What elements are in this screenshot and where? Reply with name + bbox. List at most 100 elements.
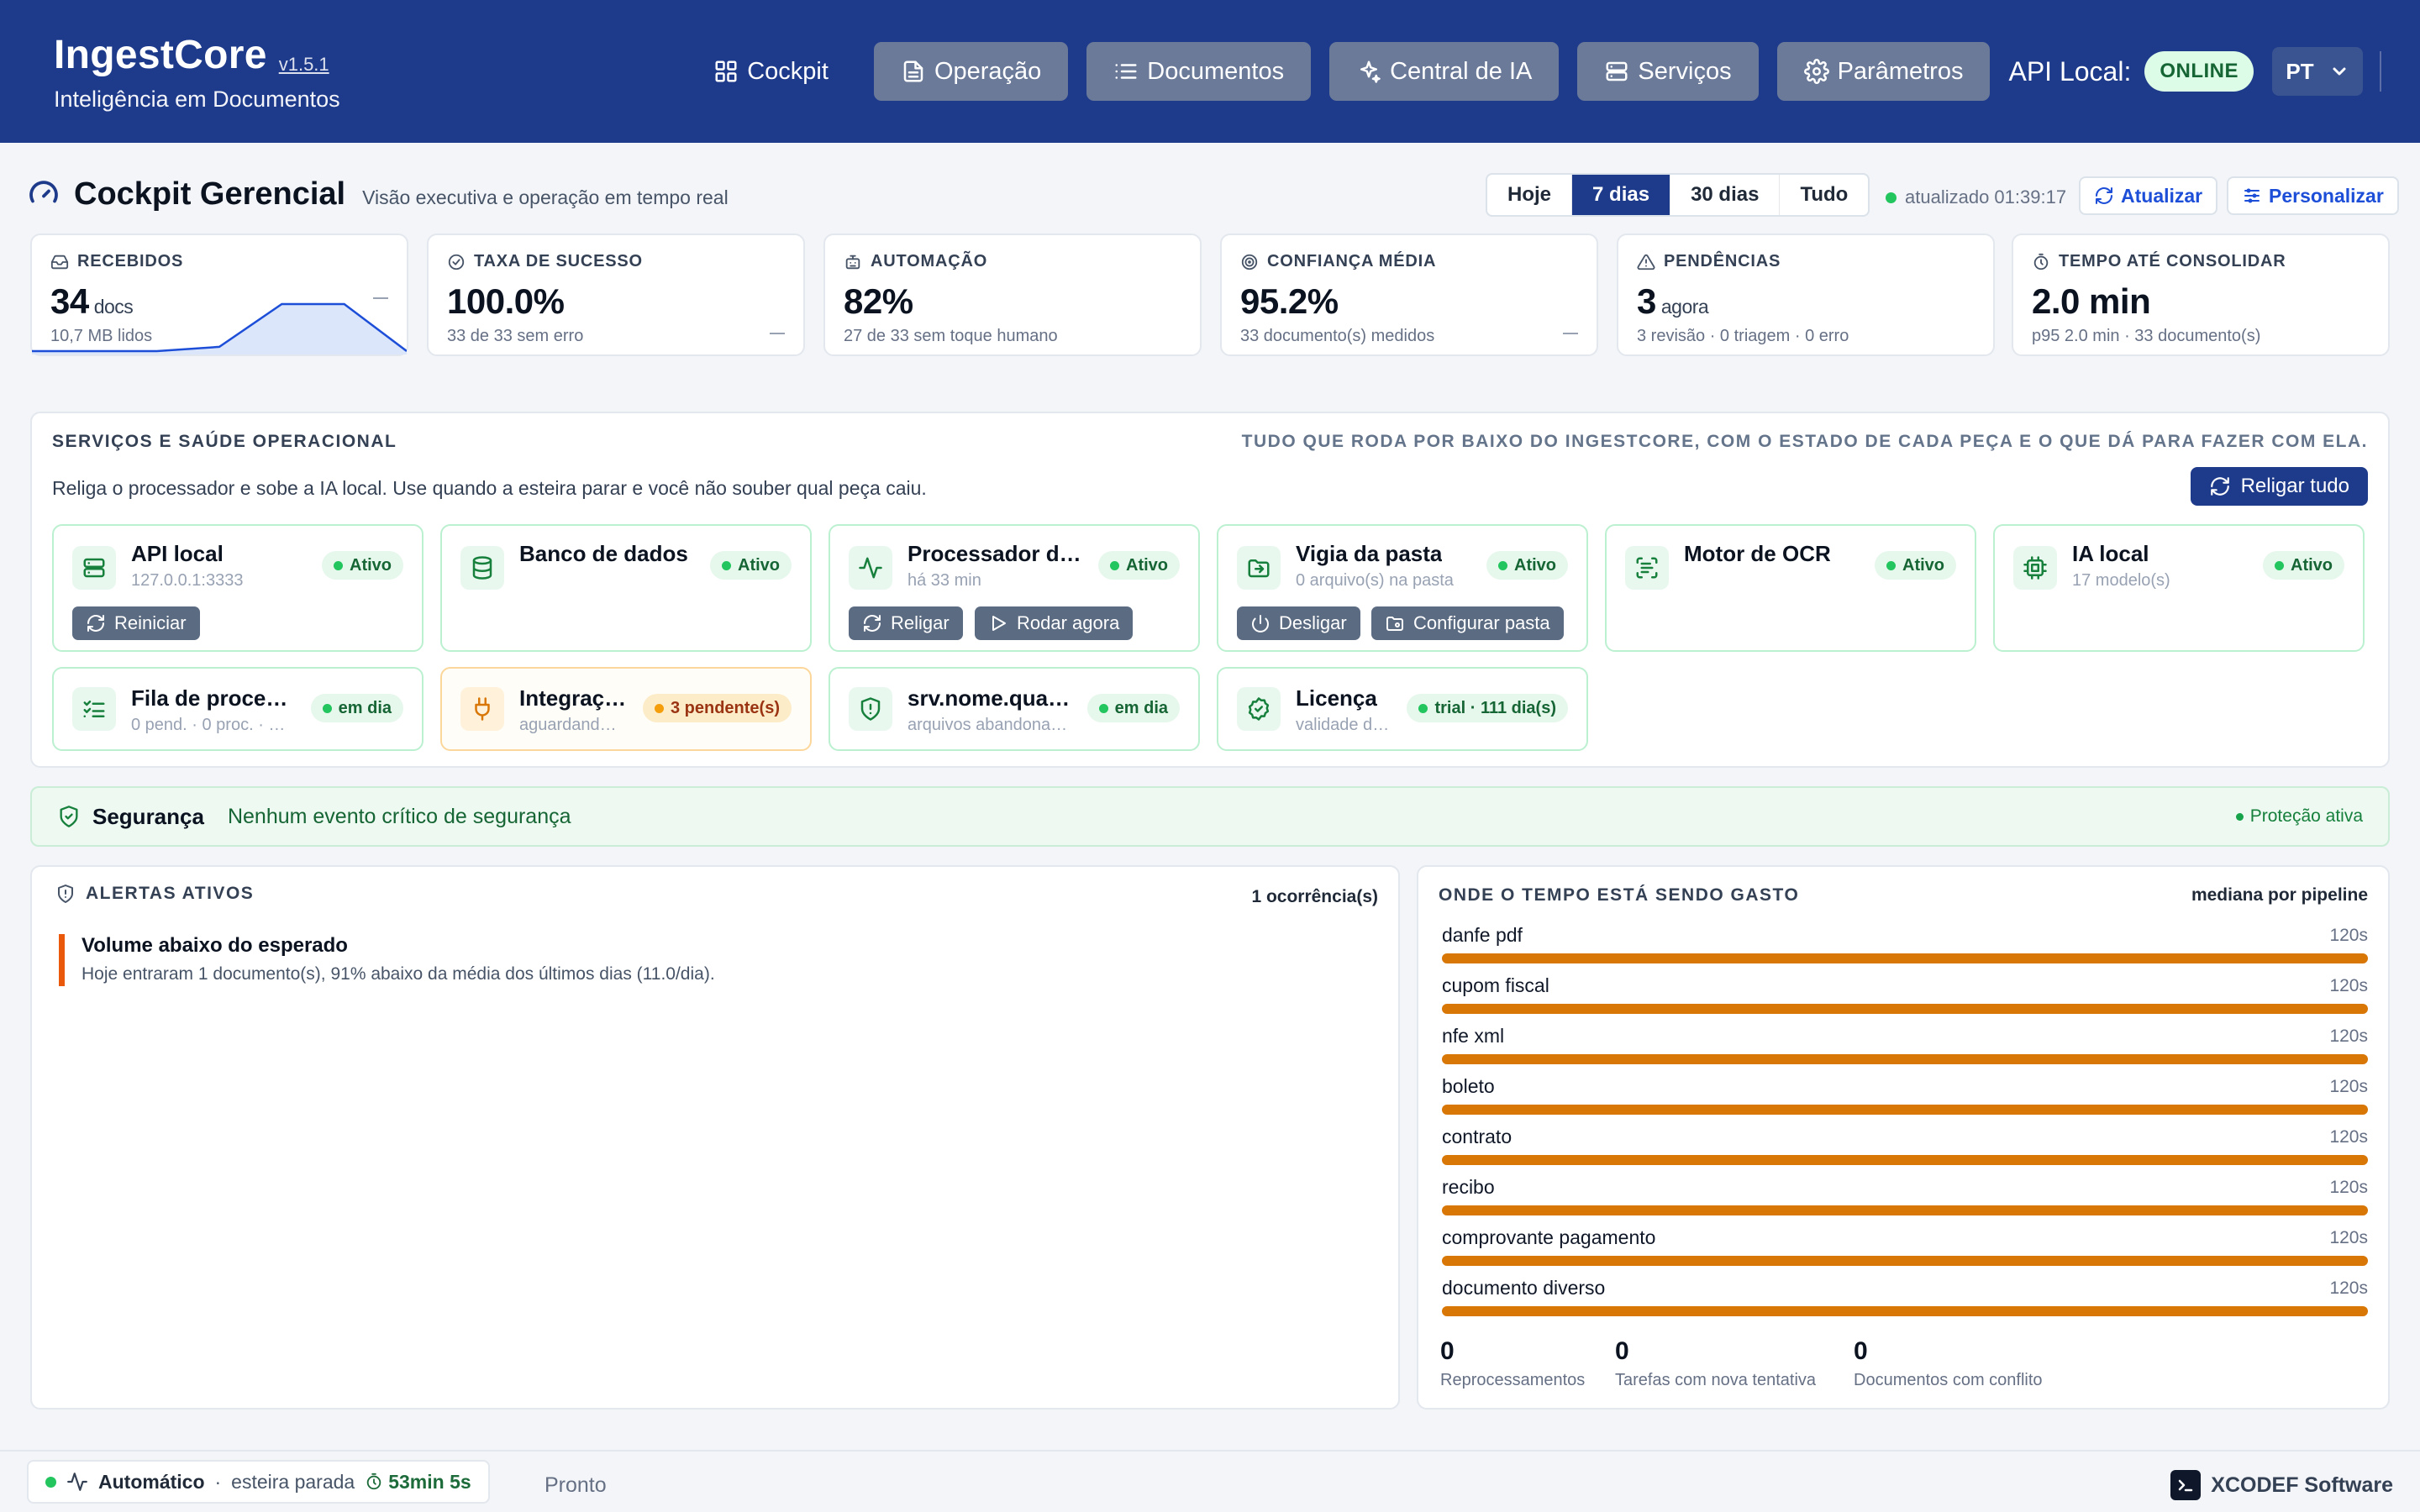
list-icon [1113, 59, 1139, 84]
page-header: Cockpit Gerencial Visão executiva e oper… [29, 176, 729, 213]
status-text: Ativo [738, 555, 780, 575]
trend-dash [373, 297, 388, 299]
range-7-days[interactable]: 7 dias [1572, 175, 1671, 215]
service-name: Motor de OCR [1684, 541, 1831, 566]
alerts-title: ALERTAS ATIVOS [86, 884, 255, 903]
service-name: IA local [2072, 541, 2149, 566]
nav-label: Serviços [1638, 57, 1732, 85]
customize-button[interactable]: Personalizar [2227, 176, 2399, 215]
list-checks-icon [72, 687, 116, 731]
timer-value: 53min 5s [388, 1470, 471, 1493]
stat-reprocessing: 0 Reprocessamentos [1440, 1337, 1585, 1390]
grid-icon [713, 59, 739, 84]
nav-central-ia[interactable]: Central de IA [1329, 42, 1560, 101]
status-text: Ativo [1902, 555, 1944, 575]
service-card-quarantine: srv.nome.quarentena arquivos abandonados… [829, 667, 1200, 751]
play-icon [988, 613, 1008, 633]
nav-parametros[interactable]: Parâmetros [1776, 42, 1991, 101]
restart-api-button[interactable]: Reiniciar [72, 606, 200, 640]
terminal-icon [2170, 1470, 2202, 1500]
customize-label: Personalizar [2269, 184, 2384, 207]
refresh-icon [2094, 186, 2114, 206]
services-description: Religa o processador e sobe a IA local. … [52, 477, 927, 499]
run-now-button[interactable]: Rodar agora [975, 606, 1134, 640]
time-spent-title: ONDE O TEMPO ESTÁ SENDO GASTO [1439, 885, 1800, 905]
status-text: Ativo [1126, 555, 1168, 575]
kpi-card-confidence[interactable]: CONFIANÇA MÉDIA 95.2% 33 documento(s) me… [1220, 234, 1598, 356]
kpi-subtext: 33 de 33 sem erro [447, 327, 584, 345]
kpi-label: PENDÊNCIAS [1664, 252, 1781, 270]
sparkline-line [32, 302, 407, 353]
status-text: 3 pendente(s) [670, 698, 780, 717]
kpi-value: 2.0 min [2032, 281, 2151, 321]
folder-gear-icon [1385, 613, 1405, 633]
nav-documentos[interactable]: Documentos [1086, 42, 1312, 101]
service-card-license: Licença validade da licença trial · 111 … [1217, 667, 1588, 751]
status-dot [45, 1476, 56, 1488]
service-card-processor: Processador de documentos há 33 min Ativ… [829, 524, 1200, 652]
scan-text-icon [1625, 546, 1669, 590]
service-name: Licença [1296, 685, 1377, 711]
stat-retries: 0 Tarefas com nova tentativa [1615, 1337, 1816, 1390]
bar-track [1442, 1256, 2368, 1266]
bar-fill [1442, 1205, 2368, 1215]
ready-status: Pronto [544, 1473, 607, 1497]
check-circle-icon [447, 253, 466, 271]
range-30-days[interactable]: 30 dias [1670, 175, 1781, 215]
bar-fill [1442, 1306, 2368, 1316]
bar-value-label: 120s [2329, 976, 2368, 995]
nav-operacao[interactable]: Operação [873, 42, 1069, 101]
shield-alert-icon [849, 687, 892, 731]
status-text: Ativo [2291, 555, 2333, 575]
service-card-api-local: API local 127.0.0.1:3333 Ativo Reiniciar [52, 524, 424, 652]
nav-label: Parâmetros [1837, 57, 1964, 85]
plug-icon [460, 687, 504, 731]
alert-item[interactable]: Volume abaixo do esperado Hoje entraram … [59, 934, 715, 986]
bar-value-label: 120s [2329, 1228, 2368, 1247]
language-select[interactable]: PT [2272, 47, 2363, 96]
gear-icon [1803, 59, 1829, 84]
nav-servicos[interactable]: Serviços [1577, 42, 1759, 101]
nav-cockpit[interactable]: Cockpit [687, 42, 855, 101]
company-name: XCODEF Software [2211, 1473, 2393, 1497]
kpi-card-received[interactable]: RECEBIDOS 34 docs 10,7 MB lidos [30, 234, 408, 356]
service-detail: 0 pend. · 0 proc. · 0 erro [131, 716, 291, 734]
page-title: Cockpit Gerencial [74, 176, 346, 212]
refresh-button[interactable]: Atualizar [2079, 176, 2218, 215]
kpi-value: 34 [50, 281, 89, 321]
restart-all-button[interactable]: Religar tudo [2190, 467, 2368, 506]
stat-label: Documentos com conflito [1854, 1371, 2043, 1389]
bar-value-label: 120s [2329, 1077, 2368, 1096]
kpi-unit: docs [93, 296, 134, 318]
bar-category-label: danfe pdf [1442, 924, 1523, 946]
nav-label: Cockpit [747, 57, 829, 85]
configure-folder-button[interactable]: Configurar pasta [1371, 606, 1564, 640]
automation-status[interactable]: Automático · esteira parada 53min 5s [27, 1460, 490, 1504]
service-detail: 17 modelo(s) [2072, 571, 2170, 590]
turn-off-button[interactable]: Desligar [1237, 606, 1360, 640]
bar-fill [1442, 1105, 2368, 1115]
kpi-card-pending[interactable]: PENDÊNCIAS 3 agora 3 revisão · 0 triagem … [1617, 234, 1995, 356]
range-all[interactable]: Tudo [1800, 183, 1849, 206]
range-today[interactable]: Hoje [1487, 175, 1573, 215]
app-header: IngestCore v1.5.1 Inteligência em Documen… [0, 0, 2420, 143]
folder-input-icon [1237, 546, 1281, 590]
restart-processor-button[interactable]: Religar [849, 606, 963, 640]
kpi-label: CONFIANÇA MÉDIA [1267, 252, 1437, 270]
kpi-card-success-rate[interactable]: TAXA DE SUCESSO 100.0% 33 de 33 sem erro [427, 234, 805, 356]
status-text: em dia [338, 698, 392, 717]
kpi-card-consolidation-time[interactable]: TEMPO ATÉ CONSOLIDAR 2.0 min p95 2.0 min… [2012, 234, 2390, 356]
mode-label: Automático [98, 1470, 205, 1493]
kpi-card-automation[interactable]: AUTOMAÇÃO 82% 27 de 33 sem toque humano [823, 234, 1202, 356]
language-value: PT [2286, 58, 2314, 84]
shield-alert-icon [55, 884, 76, 904]
service-detail: 127.0.0.1:3333 [131, 571, 244, 590]
bar-fill [1442, 1256, 2368, 1266]
pipeline-bar-row: comprovante pagamento 120s [1442, 1226, 2368, 1266]
status-badge: 3 pendente(s) [642, 694, 792, 722]
kpi-subtext: 10,7 MB lidos [50, 327, 153, 345]
service-detail: validade da licença [1296, 716, 1390, 734]
service-detail: aguardando envio [519, 716, 620, 734]
app-version[interactable]: v1.5.1 [278, 53, 329, 75]
bar-fill [1442, 1004, 2368, 1014]
